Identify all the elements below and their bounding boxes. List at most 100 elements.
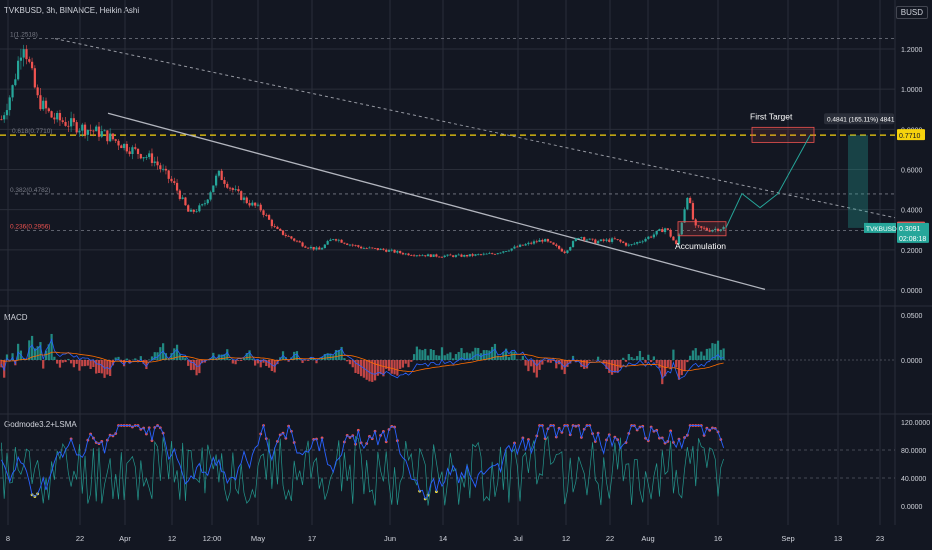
candle-body [5, 110, 9, 116]
macd-histogram-bar [638, 350, 642, 360]
macd-histogram-bar [379, 360, 382, 375]
macd-histogram-bar [61, 360, 64, 363]
macd-histogram-bar [318, 359, 321, 360]
candle-body [359, 246, 363, 249]
candle-body [170, 178, 173, 182]
candle-body [64, 121, 67, 126]
candle-body [686, 197, 689, 210]
candle-body [231, 188, 234, 190]
macd-histogram-bar [700, 351, 703, 360]
macd-histogram-bar [424, 348, 427, 360]
macd-histogram-bar [117, 356, 120, 360]
chart-header: TVKBUSD, 3h, BINANCE, Heikin Ashi [4, 6, 140, 15]
candle-body [83, 124, 87, 135]
macd-histogram-bar [396, 360, 399, 376]
currency-label[interactable]: BUSD [895, 6, 928, 19]
macd-histogram-bar [329, 353, 332, 360]
macd-histogram-bar [376, 360, 379, 376]
candle-body [293, 238, 296, 241]
candle-body [11, 85, 14, 98]
first-target-label: First Target [750, 111, 793, 121]
macd-histogram-bar [438, 355, 441, 360]
candle-body [337, 239, 340, 241]
candle-body [638, 241, 642, 243]
candle-body [17, 60, 20, 80]
macd-histogram-bar [507, 357, 511, 360]
candle-body [365, 248, 368, 249]
candle-body [340, 239, 343, 243]
candle-body [178, 190, 181, 199]
candle-body [588, 238, 591, 240]
macd-histogram-bar [156, 352, 159, 360]
candle-body [452, 255, 455, 257]
candle-body [142, 157, 145, 159]
macd-histogram-bar [240, 360, 243, 361]
candle-body [128, 151, 131, 155]
candle-body [577, 238, 580, 239]
macd-histogram-bar [524, 360, 527, 366]
macd-histogram-bar [432, 349, 435, 360]
candle-body [440, 256, 444, 258]
candle-body [468, 254, 471, 257]
macd-histogram-bar [334, 350, 338, 360]
candle-body [535, 241, 538, 243]
candle-body [510, 248, 513, 251]
macd-histogram-bar [418, 349, 421, 360]
macd-histogram-bar [426, 355, 430, 360]
macd-histogram-bar [72, 360, 76, 368]
macd-histogram-bar [64, 360, 67, 363]
macd-histogram-bar [217, 354, 221, 360]
candle-body [385, 249, 388, 252]
macd-histogram-bar [315, 360, 318, 364]
macd-histogram-bar [527, 360, 530, 372]
candle-body [56, 112, 59, 120]
candle-body [552, 242, 555, 245]
candle-body [117, 140, 120, 146]
projection-path [725, 135, 811, 228]
candle-body [36, 87, 39, 96]
candle-body [373, 247, 377, 249]
y-tick-label: 0.6000 [901, 168, 923, 175]
macd-histogram-bar [89, 360, 92, 369]
y-tick-label: 0.0000 [901, 288, 923, 295]
candle-body [270, 219, 273, 227]
godmode-y-tick: 0.0000 [901, 504, 923, 511]
candle-body [3, 115, 6, 120]
macd-histogram-bar [471, 351, 474, 360]
candle-body [301, 242, 304, 247]
candle-body [549, 241, 552, 243]
macd-histogram-bar [170, 353, 173, 360]
candle-body [700, 226, 703, 228]
candle-body [97, 126, 101, 137]
macd-histogram-bar [307, 360, 310, 361]
candle-body [424, 255, 427, 257]
macd-histogram-bar [371, 360, 374, 382]
candle-body [214, 175, 218, 186]
macd-histogram-bar [373, 360, 377, 381]
candle-body [521, 244, 524, 246]
macd-histogram-bar [680, 360, 683, 376]
macd-histogram-bar [571, 355, 575, 360]
macd-histogram-bar [636, 356, 639, 360]
candle-body [569, 247, 572, 251]
candle-body [89, 130, 92, 131]
macd-histogram-bar [647, 354, 650, 360]
measure-label: 0.4841 (165.11%) 4841 [827, 116, 895, 123]
candle-body [295, 240, 299, 242]
macd-histogram-bar [354, 360, 357, 373]
candle-body [401, 253, 405, 255]
accumulation-box [677, 221, 727, 237]
candle-body [658, 229, 661, 231]
macd-histogram-bar [81, 360, 84, 367]
candle-body [426, 254, 430, 257]
godmode-line [0, 423, 725, 500]
candle-body [212, 185, 215, 193]
macd-histogram-bar [499, 356, 502, 360]
candle-body [206, 199, 209, 204]
candle-body [460, 254, 463, 257]
candle-body [131, 147, 134, 155]
candle-body [92, 130, 95, 132]
macd-histogram-bar [153, 352, 156, 360]
candle-body [410, 255, 413, 257]
